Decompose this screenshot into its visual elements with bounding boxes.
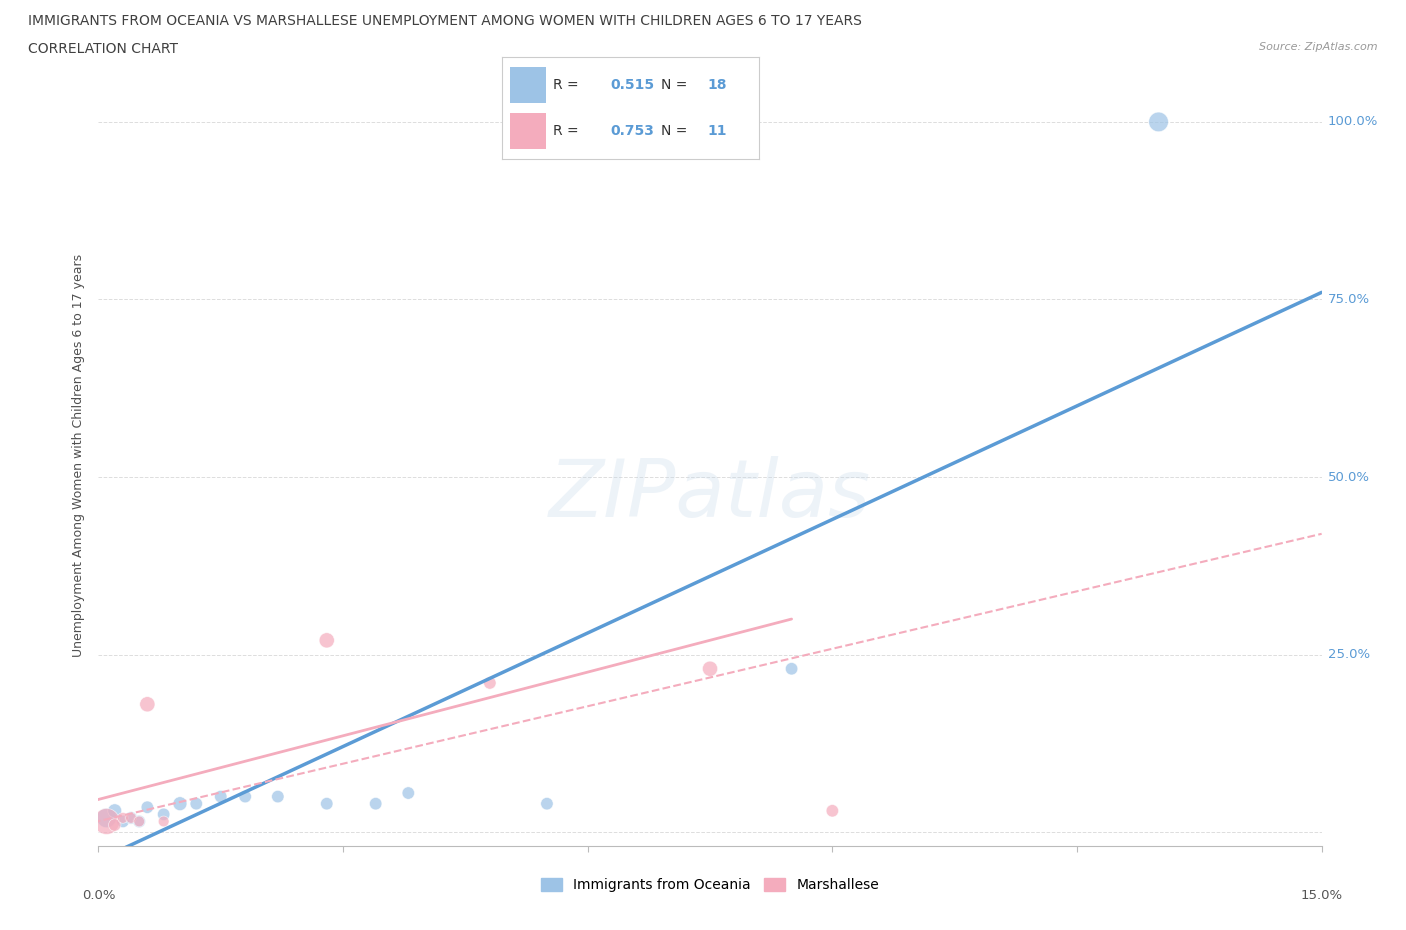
Point: [128, 814, 150, 829]
Text: 0.515: 0.515: [610, 78, 654, 92]
Point: [128, 814, 150, 829]
Bar: [510, 113, 546, 149]
Point: [136, 697, 159, 711]
Point: [120, 810, 142, 825]
Point: [209, 790, 232, 804]
Point: [821, 804, 844, 818]
Text: IMMIGRANTS FROM OCEANIA VS MARSHALLESE UNEMPLOYMENT AMONG WOMEN WITH CHILDREN AG: IMMIGRANTS FROM OCEANIA VS MARSHALLESE U…: [28, 14, 862, 28]
Point: [136, 800, 159, 815]
Point: [396, 786, 419, 801]
Point: [699, 661, 721, 676]
Bar: [510, 68, 546, 103]
Point: [169, 796, 191, 811]
Text: 0.0%: 0.0%: [82, 889, 115, 902]
Point: [267, 790, 290, 804]
Point: [233, 790, 256, 804]
Point: [96, 814, 118, 829]
Text: 11: 11: [707, 124, 727, 138]
Text: 100.0%: 100.0%: [1327, 115, 1378, 128]
Point: [111, 814, 134, 829]
Point: [315, 633, 337, 648]
Text: 50.0%: 50.0%: [1327, 471, 1369, 484]
Point: [536, 796, 558, 811]
Point: [780, 661, 803, 676]
Text: 25.0%: 25.0%: [1327, 648, 1369, 661]
Text: CORRELATION CHART: CORRELATION CHART: [28, 42, 179, 56]
Text: R =: R =: [554, 124, 583, 138]
Point: [1147, 114, 1170, 129]
Text: N =: N =: [661, 78, 692, 92]
Point: [111, 810, 134, 825]
Point: [152, 814, 174, 829]
Point: [364, 796, 387, 811]
Legend: Immigrants from Oceania, Marshallese: Immigrants from Oceania, Marshallese: [536, 873, 884, 898]
Point: [186, 796, 208, 811]
Text: 0.753: 0.753: [610, 124, 654, 138]
Point: [478, 675, 501, 690]
Point: [315, 796, 337, 811]
Text: N =: N =: [661, 124, 692, 138]
Text: 15.0%: 15.0%: [1301, 889, 1343, 902]
Point: [104, 804, 127, 818]
Text: Source: ZipAtlas.com: Source: ZipAtlas.com: [1260, 42, 1378, 52]
Point: [104, 817, 127, 832]
Text: 18: 18: [707, 78, 727, 92]
Point: [120, 810, 142, 825]
Point: [96, 810, 118, 825]
Text: R =: R =: [554, 78, 583, 92]
Text: 75.0%: 75.0%: [1327, 293, 1369, 306]
Point: [152, 807, 174, 822]
Y-axis label: Unemployment Among Women with Children Ages 6 to 17 years: Unemployment Among Women with Children A…: [72, 254, 86, 658]
Text: ZIPatlas: ZIPatlas: [548, 456, 872, 534]
